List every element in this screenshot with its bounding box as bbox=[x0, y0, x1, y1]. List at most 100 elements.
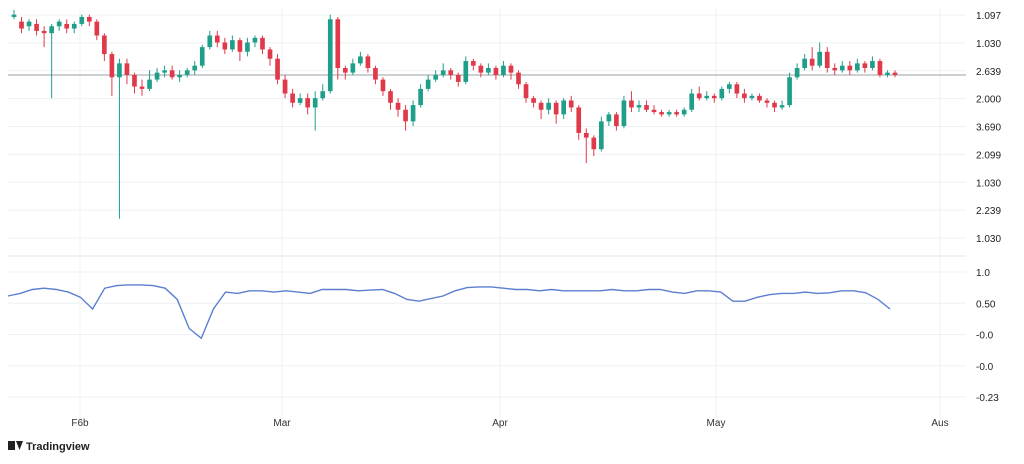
candle-body bbox=[681, 109, 687, 115]
candle bbox=[817, 42, 823, 68]
candle bbox=[516, 70, 521, 89]
candle bbox=[154, 68, 160, 82]
candle bbox=[282, 74, 288, 99]
candle-body bbox=[335, 19, 341, 69]
candle bbox=[734, 81, 740, 99]
candle-body bbox=[689, 93, 695, 110]
candle-body bbox=[704, 95, 710, 99]
candle bbox=[365, 54, 371, 73]
candle-body bbox=[207, 35, 213, 48]
candle-body bbox=[139, 86, 145, 89]
candle bbox=[64, 19, 70, 34]
candle-body bbox=[448, 70, 454, 75]
indicator-tick-label: -0.0 bbox=[976, 331, 994, 342]
candle-body bbox=[553, 102, 559, 115]
candle bbox=[493, 65, 499, 80]
candle bbox=[764, 98, 770, 108]
candle bbox=[109, 51, 115, 96]
candle-body bbox=[147, 79, 152, 89]
price-tick-label: 2.239 bbox=[976, 206, 1001, 217]
candle bbox=[877, 58, 883, 78]
candle bbox=[598, 116, 604, 152]
candle bbox=[749, 93, 755, 101]
time-tick-label: May bbox=[707, 418, 726, 429]
indicator-line bbox=[7, 284, 891, 340]
candle-body bbox=[832, 68, 838, 71]
candle bbox=[117, 58, 122, 219]
candle bbox=[455, 72, 461, 87]
candle bbox=[177, 70, 182, 82]
candle bbox=[49, 23, 54, 99]
candle bbox=[380, 77, 386, 96]
candle-body bbox=[245, 42, 250, 52]
candle-body bbox=[568, 100, 574, 108]
candle bbox=[275, 54, 280, 85]
indicator-tick-label: 0.50 bbox=[976, 299, 996, 310]
candle-body bbox=[757, 95, 762, 101]
candle bbox=[26, 19, 32, 31]
candle bbox=[350, 58, 356, 75]
candle-body bbox=[132, 74, 137, 87]
price-tick-label: 2.099 bbox=[976, 150, 1001, 161]
indicator-tick-label: 1.0 bbox=[976, 268, 990, 279]
candle bbox=[222, 37, 228, 55]
price-tick-label: 1.030 bbox=[976, 234, 1001, 245]
candle-body bbox=[282, 79, 288, 94]
candle bbox=[260, 35, 265, 55]
candle-body bbox=[576, 107, 582, 133]
candle-body bbox=[794, 68, 800, 78]
candle-body bbox=[342, 68, 348, 73]
candle bbox=[802, 54, 807, 71]
candle-body bbox=[94, 21, 100, 36]
indicator-tick-label: -0.0 bbox=[976, 362, 994, 373]
price-axis: 1.097 1.030 2.639 2.000 3.690 2.099 1.030 2.239… bbox=[976, 11, 1001, 245]
candle bbox=[779, 100, 785, 110]
candle bbox=[689, 88, 695, 113]
candle-body bbox=[237, 40, 243, 52]
candle bbox=[342, 65, 348, 80]
candle-body bbox=[809, 58, 815, 66]
price-tick-label: 1.030 bbox=[976, 178, 1001, 189]
candle bbox=[440, 63, 446, 78]
candle-body bbox=[523, 84, 529, 99]
candle bbox=[742, 88, 747, 103]
candle-body bbox=[787, 77, 792, 106]
candle bbox=[824, 47, 830, 73]
candle-body bbox=[614, 114, 619, 126]
candle-body bbox=[666, 112, 672, 115]
candle-body bbox=[742, 93, 747, 99]
candle-body bbox=[275, 58, 280, 80]
candle-body bbox=[11, 14, 17, 17]
candle-body bbox=[290, 93, 295, 103]
candle-body bbox=[478, 65, 484, 73]
candle bbox=[19, 16, 24, 34]
candle bbox=[312, 91, 318, 131]
candle bbox=[425, 74, 431, 92]
candle bbox=[252, 35, 258, 48]
candle-body bbox=[486, 68, 491, 73]
candle-body bbox=[154, 72, 160, 80]
candle-body bbox=[508, 65, 514, 73]
grid bbox=[8, 8, 966, 432]
candle bbox=[892, 70, 898, 78]
candle-body bbox=[184, 70, 190, 75]
candle bbox=[614, 112, 619, 131]
candle bbox=[448, 68, 454, 80]
candle bbox=[139, 79, 145, 96]
candle bbox=[809, 47, 815, 71]
candle bbox=[727, 81, 732, 94]
candle bbox=[591, 135, 597, 157]
logo-text: Tradingview bbox=[26, 441, 90, 453]
candle-body bbox=[19, 21, 24, 29]
candle-body bbox=[388, 91, 393, 103]
candle bbox=[207, 30, 213, 50]
candle bbox=[719, 86, 725, 101]
candle-body bbox=[493, 68, 499, 75]
candle-body bbox=[64, 23, 70, 29]
candle bbox=[711, 93, 717, 103]
candle bbox=[327, 14, 333, 94]
candle-body bbox=[855, 63, 860, 71]
price-tick-label: 3.690 bbox=[976, 123, 1001, 134]
candle bbox=[79, 14, 85, 27]
candle bbox=[297, 93, 303, 106]
